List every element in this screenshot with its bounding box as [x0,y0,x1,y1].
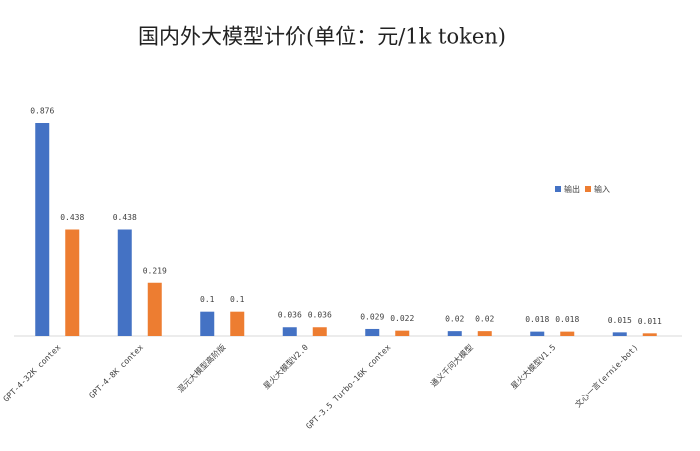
value-label: 0.219 [143,266,167,275]
value-label: 0.036 [308,311,332,320]
value-label: 0.02 [445,315,464,324]
x-tick-label: GPT-4-32K contex [2,343,63,404]
value-label: 0.1 [200,295,215,304]
value-label: 0.438 [113,213,137,222]
bar [147,282,162,336]
bar [560,331,575,336]
legend-label: 输出 [564,184,580,194]
chart-title: 国内外大模型计价(单位：元/1k token) [138,25,506,49]
x-tick-label: 通义千问大模型 [428,342,475,389]
bar [530,331,545,336]
bar [642,333,657,336]
value-label: 0.036 [278,311,302,320]
bar [447,331,462,336]
x-tick-label: 星火大模型V2.0 [261,342,310,391]
value-label: 0.011 [638,317,662,326]
legend-swatch [555,186,561,192]
value-label: 0.02 [475,315,494,324]
bar [477,331,492,336]
value-label: 0.1 [230,295,245,304]
bar [117,229,132,336]
bar [365,328,380,336]
x-tick-label: 星火大模型V1.5 [508,342,557,391]
bar [395,330,410,336]
x-tick-label: GPT-3.5 Turbo-16K contex [304,343,392,431]
value-label: 0.022 [390,314,414,323]
x-tick-label: 混元大模型高阶版 [175,342,227,394]
value-label: 0.029 [360,312,384,321]
value-label: 0.876 [30,107,54,116]
legend-label: 输入 [594,184,610,194]
bar [200,311,215,336]
bar [65,229,80,336]
bar [230,311,245,336]
x-tick-label: 文心一言(ernie-bot) [573,342,640,409]
bar [612,332,627,336]
bar [312,327,327,336]
value-label: 0.438 [60,213,84,222]
legend-swatch [585,186,591,192]
value-label: 0.018 [525,315,549,324]
bar [282,327,297,336]
value-label: 0.018 [555,315,579,324]
value-label: 0.015 [608,316,632,325]
bar [35,123,50,336]
x-tick-label: GPT-4-8K contex [87,343,145,401]
